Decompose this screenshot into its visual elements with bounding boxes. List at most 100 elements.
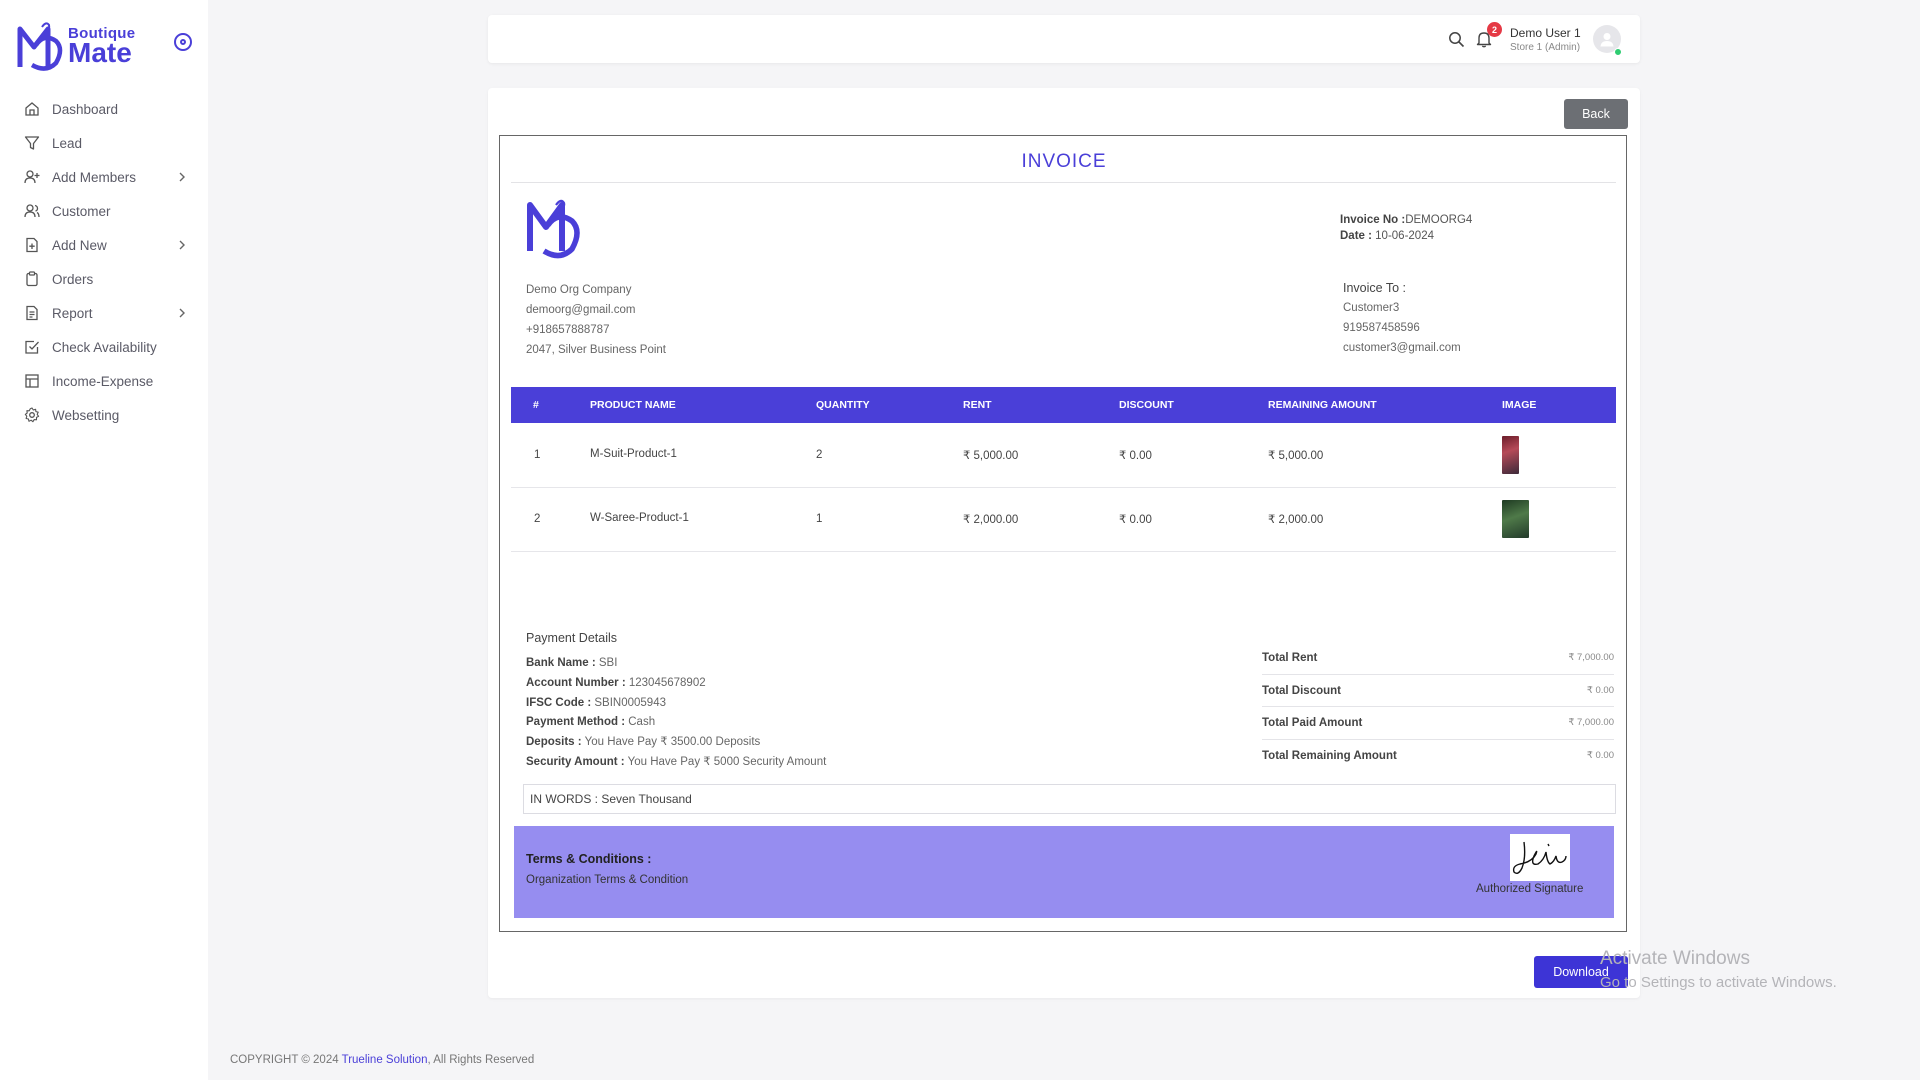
sidebar-item-label: Customer	[52, 203, 111, 219]
company-address: 2047, Silver Business Point	[526, 344, 666, 356]
sidebar-item-label: Add Members	[52, 169, 137, 185]
download-button[interactable]: Download	[1534, 956, 1628, 988]
quantity: 2	[816, 423, 963, 488]
file-plus-icon	[24, 237, 40, 253]
payment-details: Bank Name : SBI Account Number : 1230456…	[526, 654, 826, 773]
user-name[interactable]: Demo User 1	[1510, 26, 1581, 40]
sidebar-item-label: Check Availability	[52, 339, 157, 355]
column-header: PRODUCT NAME	[590, 387, 816, 423]
watermark-title: Activate Windows	[1600, 948, 1750, 969]
signature-image	[1510, 834, 1570, 881]
rent: ₹ 5,000.00	[963, 423, 1119, 488]
sidebar-item-income-expense[interactable]: Income-Expense	[0, 364, 208, 398]
company-link[interactable]: Trueline Solution	[341, 1054, 428, 1066]
sidebar-item-label: Add New	[52, 237, 107, 253]
sidebar-item-websetting[interactable]: Websetting	[0, 398, 208, 432]
sidebar-item-dashboard[interactable]: Dashboard	[0, 92, 208, 126]
chevron-right-icon	[179, 172, 185, 182]
total-row: Total Paid Amount ₹ 7,000.00	[1262, 707, 1614, 740]
sidebar-item-report[interactable]: Report	[0, 296, 208, 330]
invoice-no-label: Invoice No :	[1340, 214, 1406, 226]
sidebar-item-label: Dashboard	[52, 101, 119, 117]
product-name: M-Suit-Product-1	[590, 423, 816, 488]
security-label: Security Amount :	[526, 755, 625, 768]
bell-icon[interactable]	[1475, 30, 1493, 48]
invoice-meta: Invoice No :DEMOORG4 Date : 10-06-2024	[1340, 212, 1472, 244]
total-value: ₹ 7,000.00	[1568, 652, 1614, 663]
invoice-items-table: # PRODUCT NAME QUANTITY RENT DISCOUNT RE…	[511, 387, 1616, 552]
invoice-document: INVOICE Invoice No :DEMOORG4 Date : 10-0…	[499, 135, 1627, 932]
user-role: Store 1 (Admin)	[1510, 42, 1581, 53]
gear-icon	[24, 407, 40, 423]
rent: ₹ 2,000.00	[963, 487, 1119, 552]
invoice-date: 10-06-2024	[1375, 230, 1434, 242]
sidebar-item-orders[interactable]: Orders	[0, 262, 208, 296]
column-header: QUANTITY	[816, 387, 963, 423]
product-thumbnail[interactable]	[1502, 435, 1519, 474]
customer-email: customer3@gmail.com	[1343, 342, 1461, 354]
terms-section: Terms & Conditions : Organization Terms …	[514, 826, 1614, 918]
security-value: You Have Pay ₹ 5000 Security Amount	[627, 755, 827, 768]
filter-icon	[24, 135, 40, 151]
product-thumbnail[interactable]	[1502, 500, 1529, 538]
account-label: Account Number :	[526, 676, 626, 689]
total-value: ₹ 0.00	[1586, 749, 1614, 761]
date-label: Date :	[1340, 230, 1372, 242]
total-label: Total Remaining Amount	[1262, 749, 1397, 762]
sidebar-item-add-members[interactable]: Add Members	[0, 160, 208, 194]
discount: ₹ 0.00	[1119, 487, 1268, 552]
invoice-number: DEMOORG4	[1405, 214, 1473, 226]
remaining-amount: ₹ 2,000.00	[1268, 487, 1502, 552]
brand-name-top: Boutique	[68, 24, 136, 42]
users-icon	[24, 203, 40, 219]
customer-phone: 919587458596	[1343, 322, 1420, 334]
image-cell	[1502, 487, 1616, 552]
sidebar-item-customer[interactable]: Customer	[0, 194, 208, 228]
sidebar-nav: Dashboard Lead Add Members Customer Add …	[0, 92, 208, 432]
chevron-right-icon	[179, 308, 185, 318]
sidebar-item-check-availability[interactable]: Check Availability	[0, 330, 208, 364]
customer-name: Customer3	[1343, 302, 1400, 314]
payment-method-label: Payment Method :	[526, 716, 626, 729]
total-label: Total Rent	[1262, 652, 1318, 664]
invoice-to-heading: Invoice To :	[1343, 281, 1407, 295]
file-text-icon	[24, 305, 40, 321]
sidebar-toggle-icon[interactable]	[174, 33, 192, 51]
row-number: 2	[511, 487, 590, 552]
sidebar-item-label: Lead	[52, 135, 83, 151]
account-number: 123045678902	[628, 676, 706, 689]
search-icon[interactable]	[1448, 31, 1465, 48]
brand-name-bottom: Mate	[68, 36, 132, 68]
brand-logo-icon	[17, 22, 63, 71]
column-header: REMAINING AMOUNT	[1268, 387, 1502, 423]
title-divider	[511, 182, 1616, 183]
customer-details: Invoice To : Customer3 919587458596 cust…	[1343, 278, 1461, 358]
table-row: 2 W-Saree-Product-1 1 ₹ 2,000.00 ₹ 0.00 …	[511, 487, 1616, 552]
company-phone: +918657888787	[526, 324, 610, 336]
bank-label: Bank Name :	[526, 657, 596, 669]
table-icon	[24, 373, 40, 389]
company-details: Demo Org Company demoorg@gmail.com +9186…	[526, 280, 666, 360]
check-square-icon	[24, 339, 40, 355]
footer: COPYRIGHT © 2024 Trueline Solution, All …	[230, 1054, 534, 1066]
table-row: 1 M-Suit-Product-1 2 ₹ 5,000.00 ₹ 0.00 ₹…	[511, 423, 1616, 488]
sidebar-item-add-new[interactable]: Add New	[0, 228, 208, 262]
watermark-subtitle: Go to Settings to activate Windows.	[1600, 974, 1837, 991]
total-label: Total Paid Amount	[1262, 717, 1363, 729]
online-status-dot	[1614, 48, 1622, 56]
activation-watermark: Activate Windows Go to Settings to activ…	[1600, 948, 1837, 991]
sidebar-item-lead[interactable]: Lead	[0, 126, 208, 160]
column-header: DISCOUNT	[1119, 387, 1268, 423]
signature-label: Authorized Signature	[1476, 883, 1584, 895]
chevron-right-icon	[179, 240, 185, 250]
user-plus-icon	[24, 169, 40, 185]
brand-logo[interactable]: Boutique Mate	[16, 18, 146, 74]
total-value: ₹ 0.00	[1586, 684, 1614, 696]
back-button[interactable]: Back	[1564, 99, 1628, 129]
row-number: 1	[511, 423, 590, 488]
sidebar-item-label: Websetting	[52, 407, 120, 423]
bank-name: SBI	[598, 657, 618, 669]
product-name: W-Saree-Product-1	[590, 487, 816, 552]
sidebar-item-label: Orders	[52, 271, 94, 287]
invoice-card: Back INVOICE Invoice No :DEMOORG4 Date :…	[488, 88, 1640, 998]
